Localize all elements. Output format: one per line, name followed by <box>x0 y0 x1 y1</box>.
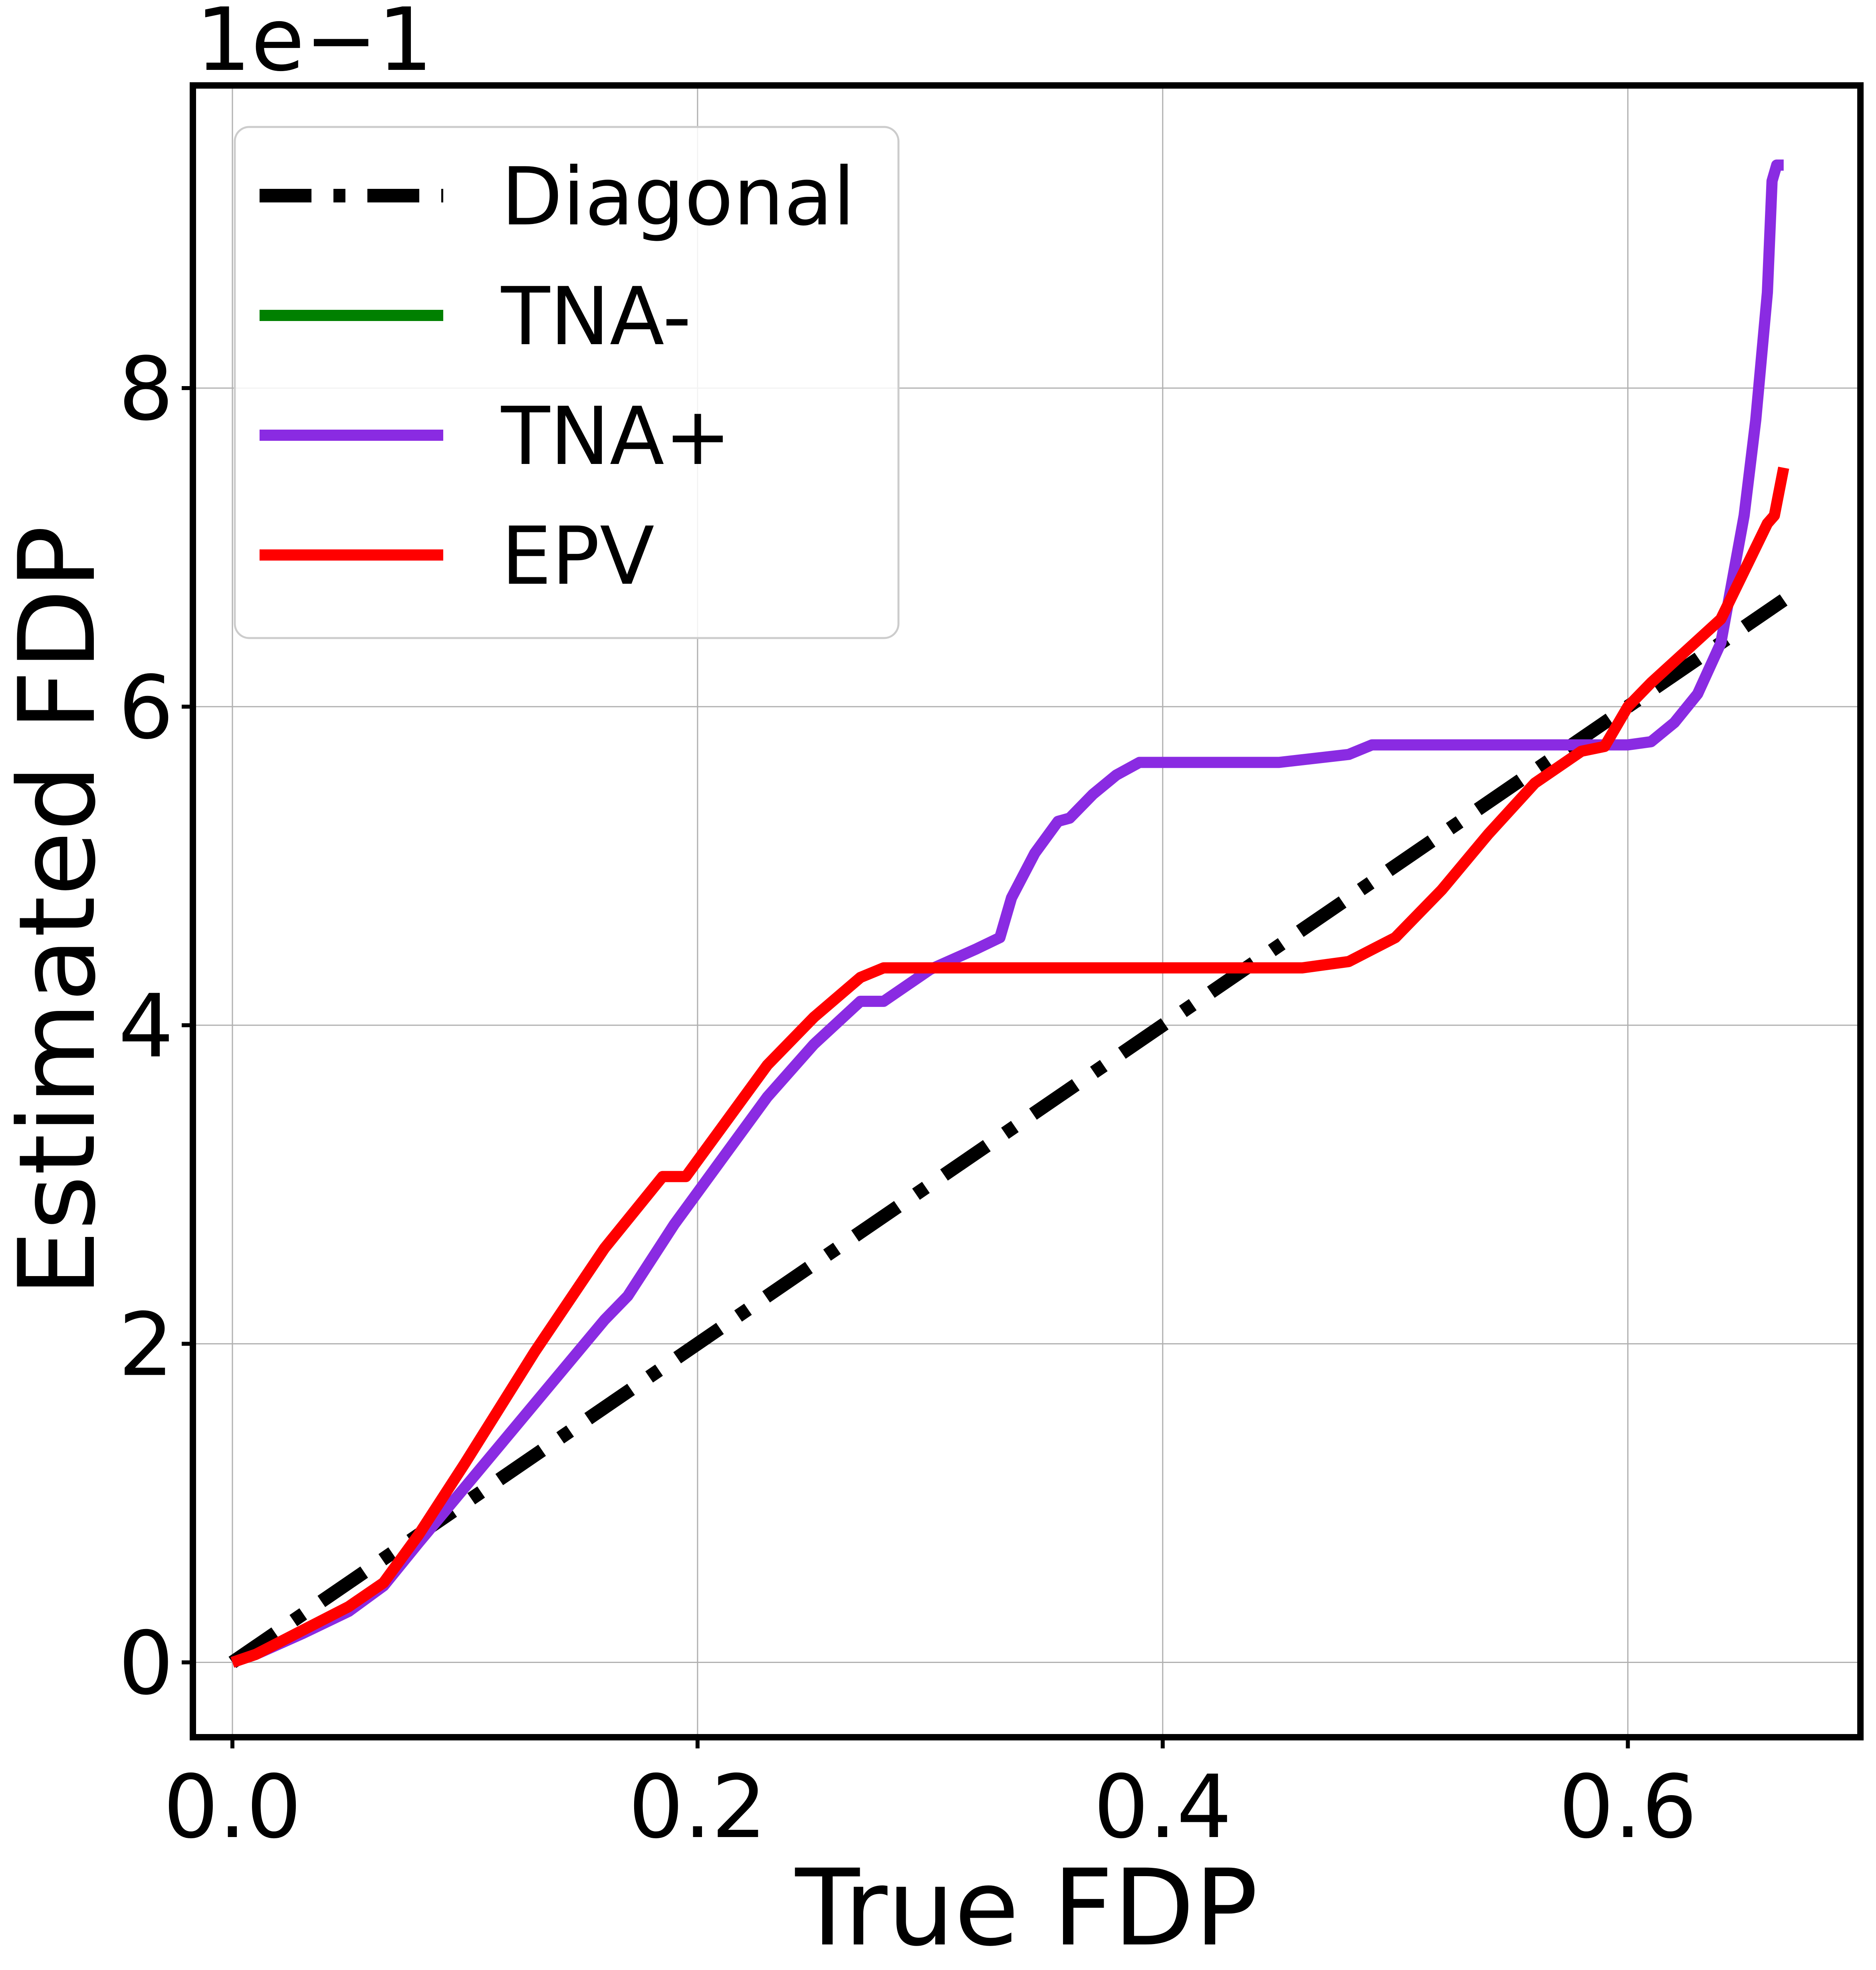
y-axis-title: Estimated FDP <box>0 525 119 1297</box>
legend-box <box>234 126 900 639</box>
y-tick-label: 0 <box>118 1613 174 1714</box>
y-tick-label: 8 <box>118 339 174 440</box>
legend-label: EPV <box>501 510 654 603</box>
series-line-diagonal <box>228 594 1788 1668</box>
legend-label: Diagonal <box>501 151 855 244</box>
x-axis-title: True FDP <box>793 1847 1258 1970</box>
y-tick-label: 6 <box>118 658 174 759</box>
y-offset-label: 1e−1 <box>196 0 433 91</box>
series-layer <box>228 159 1789 1668</box>
x-tick-label: 0.6 <box>1559 1757 1697 1858</box>
x-tick-label: 0.4 <box>1093 1757 1232 1858</box>
legend-label: TNA+ <box>501 390 731 483</box>
plot-frame <box>190 82 1864 1740</box>
y-axis-ticks: 0 2 4 6 8 <box>118 339 193 1714</box>
legend-label: TNA- <box>501 270 691 363</box>
y-tick-label: 4 <box>118 976 174 1077</box>
series-line-tnaplus <box>230 159 1784 1668</box>
x-tick-label: 0.0 <box>163 1757 302 1858</box>
y-tick-label: 2 <box>118 1295 174 1396</box>
x-axis-ticks: 0.0 0.2 0.4 0.6 <box>163 1737 1697 1858</box>
series-line-epv <box>230 466 1789 1668</box>
legend: Diagonal TNA- TNA+ EPV <box>234 126 900 639</box>
x-tick-label: 0.2 <box>629 1757 767 1858</box>
